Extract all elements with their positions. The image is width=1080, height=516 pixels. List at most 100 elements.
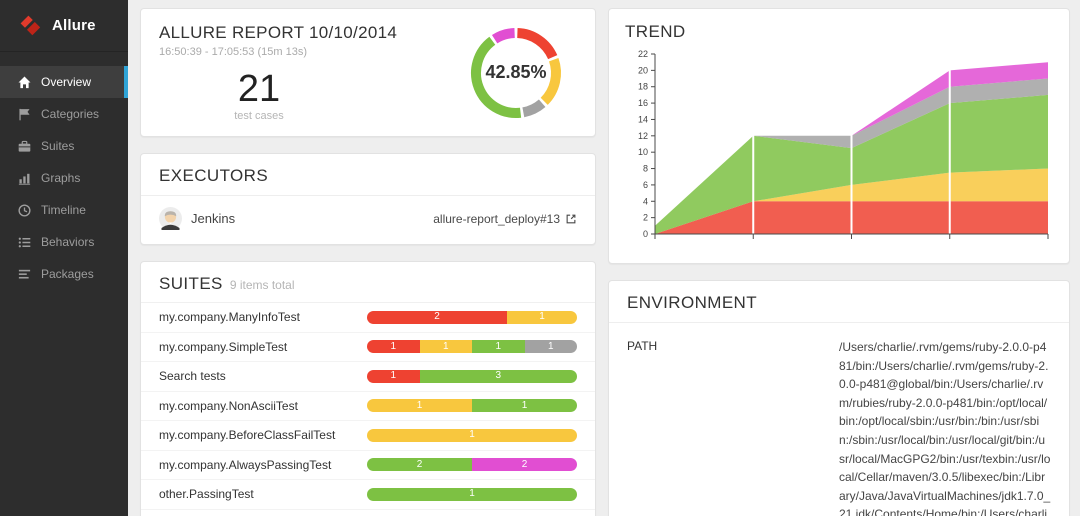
trend-title: TREND — [625, 22, 686, 41]
suite-name: Search tests — [159, 369, 226, 384]
trend-chart: 0 2 4 6 8 10 12 14 16 18 20 22 — [638, 49, 1049, 239]
sidebar-item-suites[interactable]: Suites — [0, 130, 128, 162]
env-value: /Users/charlie/.rvm/gems/ruby-2.0.0-p481… — [839, 340, 1051, 516]
report-time-range: 16:50:39 - 17:05:53 (15m 13s) — [159, 46, 307, 58]
sidebar: Allure Overview Categories Suites Graphs Tim… — [0, 0, 128, 516]
suite-status-bar: 1 — [367, 487, 577, 501]
status-segment-broken: 1 — [419, 340, 472, 354]
status-donut-chart: 42.85% — [455, 23, 577, 122]
trend-card: TREND 0 2 4 6 8 10 12 14 16 18 20 22 — [608, 8, 1070, 264]
status-segment-failed: 1 — [367, 369, 420, 383]
status-segment-failed: 1 — [367, 340, 420, 354]
executor-name: Jenkins — [191, 211, 236, 226]
svg-text:10: 10 — [638, 147, 648, 157]
main-content: ALLURE REPORT 10/10/2014 16:50:39 - 17:0… — [128, 0, 1080, 516]
sidebar-item-label: Categories — [41, 107, 100, 121]
sidebar-item-label: Packages — [41, 267, 94, 281]
page-title: ALLURE REPORT 10/10/2014 — [159, 23, 398, 42]
sidebar-item-label: Suites — [41, 139, 75, 153]
overview-summary: ALLURE REPORT 10/10/2014 16:50:39 - 17:0… — [159, 23, 455, 122]
sidebar-item-label: Timeline — [41, 203, 86, 217]
svg-text:8: 8 — [643, 164, 648, 174]
suite-row[interactable]: my.company.AlwaysPassingTest 2 2 — [141, 451, 595, 480]
status-segment-broken: 1 — [507, 310, 577, 324]
svg-text:12: 12 — [638, 131, 648, 141]
executors-card: EXECUTORS Jenkins allure-report_deploy#1… — [140, 153, 596, 245]
status-segment-pending: 2 — [472, 458, 577, 472]
total-test-cases: 21 — [237, 68, 281, 110]
status-segment-passed: 1 — [367, 487, 577, 501]
allure-logo-icon — [18, 13, 43, 38]
suite-row[interactable]: Search tests 1 3 — [141, 362, 595, 392]
svg-text:22: 22 — [638, 49, 648, 59]
sidebar-item-behaviors[interactable]: Behaviors — [0, 226, 128, 258]
sidebar-item-timeline[interactable]: Timeline — [0, 194, 128, 226]
svg-text:4: 4 — [643, 196, 648, 206]
sidebar-item-graphs[interactable]: Graphs — [0, 162, 128, 194]
sidebar-item-label: Behaviors — [41, 235, 95, 249]
build-link[interactable]: allure-report_deploy#13 — [433, 212, 577, 226]
sidebar-item-packages[interactable]: Packages — [0, 258, 128, 290]
suite-name: other.PassingTest — [159, 487, 254, 502]
bar-chart-icon — [17, 171, 32, 186]
sidebar-item-label: Overview — [41, 75, 92, 89]
suite-name: my.company.ManyInfoTest — [159, 310, 300, 325]
status-segment-passed: 2 — [367, 458, 472, 472]
suites-card: SUITES 9 items total my.company.ManyInfo… — [140, 261, 596, 516]
environment-card: ENVIRONMENT PATH/Users/charlie/.rvm/gems… — [608, 280, 1070, 516]
status-segment-passed: 1 — [472, 340, 525, 354]
status-segment-broken: 1 — [367, 428, 577, 442]
environment-list: PATH/Users/charlie/.rvm/gems/ruby-2.0.0-… — [609, 323, 1069, 516]
suite-row[interactable]: Custom Widget page1 — [141, 510, 595, 516]
status-segment-failed: 2 — [367, 310, 507, 324]
svg-text:14: 14 — [638, 115, 648, 125]
home-icon — [17, 75, 32, 90]
environment-title: ENVIRONMENT — [627, 293, 758, 312]
status-segment-broken: 1 — [367, 399, 472, 413]
suite-row[interactable]: my.company.SimpleTest 1 1 1 1 — [141, 333, 595, 362]
suite-row[interactable]: my.company.NonAsciiTest 1 1 — [141, 392, 595, 421]
overview-card: ALLURE REPORT 10/10/2014 16:50:39 - 17:0… — [140, 8, 596, 137]
suites-list: my.company.ManyInfoTest 2 1 my.company.Simp… — [141, 303, 595, 516]
right-column: TREND 0 2 4 6 8 10 12 14 16 18 20 22 ENVIRONMENT PA… — [608, 8, 1070, 516]
external-link-icon — [565, 213, 577, 225]
flag-icon — [17, 107, 32, 122]
clock-icon — [17, 203, 32, 218]
suite-name: my.company.NonAsciiTest — [159, 398, 298, 413]
allure-logo: Allure — [0, 0, 128, 52]
suite-row[interactable]: my.company.BeforeClassFailTest 1 — [141, 421, 595, 451]
total-test-cases-label: test cases — [234, 110, 284, 122]
donut-svg — [471, 27, 561, 118]
align-left-icon — [17, 267, 32, 282]
suite-row[interactable]: other.PassingTest 1 — [141, 480, 595, 510]
jenkins-avatar — [159, 207, 182, 230]
sidebar-item-overview[interactable]: Overview — [0, 66, 128, 98]
suite-name: my.company.BeforeClassFailTest — [159, 428, 336, 443]
status-segment-passed: 1 — [472, 399, 577, 413]
suite-row[interactable]: my.company.ManyInfoTest 2 1 — [141, 303, 595, 333]
status-segment-passed: 3 — [419, 369, 577, 383]
svg-text:20: 20 — [638, 65, 648, 75]
svg-text:6: 6 — [643, 180, 648, 190]
suites-count: 9 items total — [229, 278, 295, 292]
svg-text:0: 0 — [643, 229, 648, 239]
sidebar-item-categories[interactable]: Categories — [0, 98, 128, 130]
total-block: 21 test cases — [159, 70, 359, 122]
suite-name: my.company.AlwaysPassingTest — [159, 457, 332, 472]
suites-title: SUITES — [159, 274, 223, 293]
suite-status-bar: 1 — [367, 428, 577, 442]
svg-text:2: 2 — [643, 213, 648, 223]
status-segment-canceled: 1 — [524, 340, 577, 354]
app-title: Allure — [52, 17, 96, 34]
pass-percentage: 42.85% — [485, 62, 547, 82]
executors-title: EXECUTORS — [159, 166, 269, 185]
executor-row: Jenkins allure-report_deploy#13 — [141, 196, 595, 244]
env-key: PATH — [627, 339, 658, 353]
list-icon — [17, 235, 32, 250]
svg-text:16: 16 — [638, 98, 648, 108]
sidebar-nav: Overview Categories Suites Graphs Timeline Be… — [0, 66, 128, 290]
